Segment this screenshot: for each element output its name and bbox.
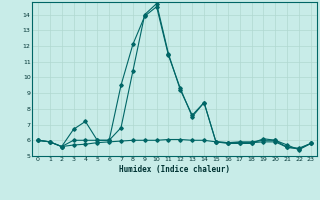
X-axis label: Humidex (Indice chaleur): Humidex (Indice chaleur) (119, 165, 230, 174)
